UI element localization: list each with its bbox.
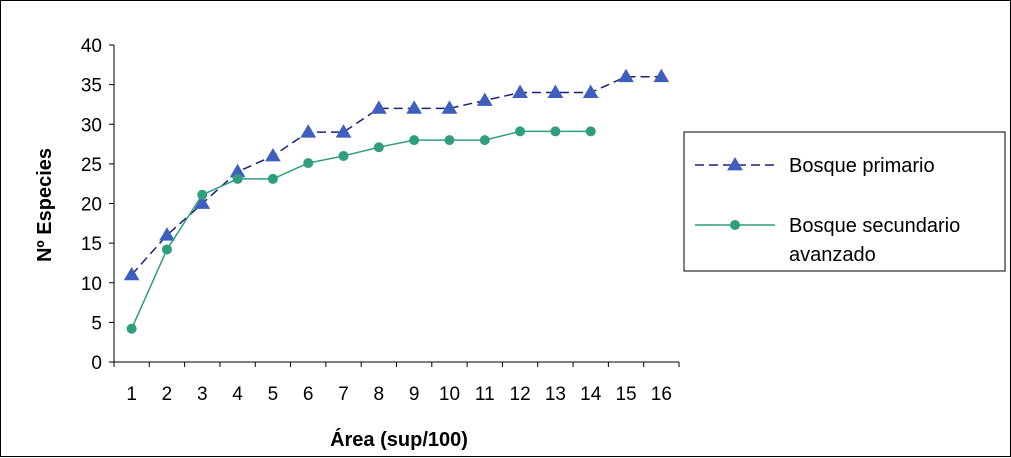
series-1-point (476, 92, 493, 106)
y-tick-label: 15 (81, 234, 102, 255)
series-2-point (373, 142, 384, 153)
series-2-point (126, 323, 137, 334)
y-axis-title: Nº Especies (34, 148, 56, 262)
y-tick-label: 40 (81, 36, 102, 57)
series-2-point (232, 173, 243, 184)
series-1-point (370, 100, 387, 114)
series-1-point (406, 100, 423, 114)
x-tick-label: 13 (545, 384, 566, 405)
legend-label-2: avanzado (789, 244, 876, 266)
x-tick-label: 10 (439, 384, 460, 405)
series-2-point (585, 126, 596, 137)
x-tick-label: 15 (615, 384, 636, 405)
series-1-point (335, 124, 352, 138)
y-tick-label: 30 (81, 115, 102, 136)
x-tick-label: 6 (303, 384, 314, 405)
x-tick-label: 8 (374, 384, 385, 405)
series-2-point (161, 244, 172, 255)
x-tick-label: 3 (197, 384, 208, 405)
x-tick-label: 9 (409, 384, 420, 405)
y-tick-label: 5 (91, 313, 102, 334)
series-1-point (265, 147, 281, 162)
series-2-point (197, 189, 208, 200)
series-1-point (123, 266, 140, 281)
legend: Bosque primario Bosque secundario avanzado (683, 131, 1006, 272)
series-layer (123, 68, 670, 334)
x-tick-label: 16 (651, 384, 672, 405)
x-tick-label: 14 (580, 384, 602, 405)
series-2-point (444, 135, 455, 146)
series-2-point (479, 135, 490, 146)
legend-label-1: Bosque primario (789, 155, 935, 177)
x-tick-label: 4 (232, 384, 243, 405)
y-tick-label: 0 (91, 353, 102, 374)
y-tick-label: 10 (81, 274, 102, 295)
y-tick-label: 35 (81, 76, 102, 97)
legend-marker-1 (727, 157, 743, 171)
series-1-point (512, 84, 528, 98)
legend-box (683, 131, 1006, 272)
series-1-point (618, 68, 634, 83)
series-1-point (582, 84, 599, 98)
x-tick-label: 5 (268, 384, 279, 405)
series-2-point (338, 150, 349, 161)
y-tick-label: 20 (81, 195, 102, 216)
series-1-point (441, 100, 458, 114)
series-2-point (303, 158, 314, 169)
series-2-point (550, 126, 561, 137)
series-2-point (515, 126, 526, 137)
legend-marker-2 (730, 220, 740, 230)
series-1-point (653, 68, 670, 83)
x-tick-label: 12 (510, 384, 531, 405)
series-1-point (159, 227, 175, 241)
series-1-point (300, 124, 317, 138)
series-2-point (267, 173, 278, 184)
x-tick-label: 7 (338, 384, 349, 405)
x-tick-label: 2 (162, 384, 173, 405)
x-tick-label: 1 (126, 384, 137, 405)
x-axis-title: Área (sup/100) (330, 428, 468, 451)
series-1-point (194, 195, 211, 209)
series-2-point (409, 135, 420, 146)
series-1-point (547, 84, 564, 98)
x-tick-label: 11 (475, 384, 495, 405)
y-tick-label: 25 (81, 155, 102, 176)
series-line-1 (131, 75, 662, 276)
series-line-2 (130, 130, 591, 330)
legend-label-2: Bosque secundario (789, 215, 960, 237)
